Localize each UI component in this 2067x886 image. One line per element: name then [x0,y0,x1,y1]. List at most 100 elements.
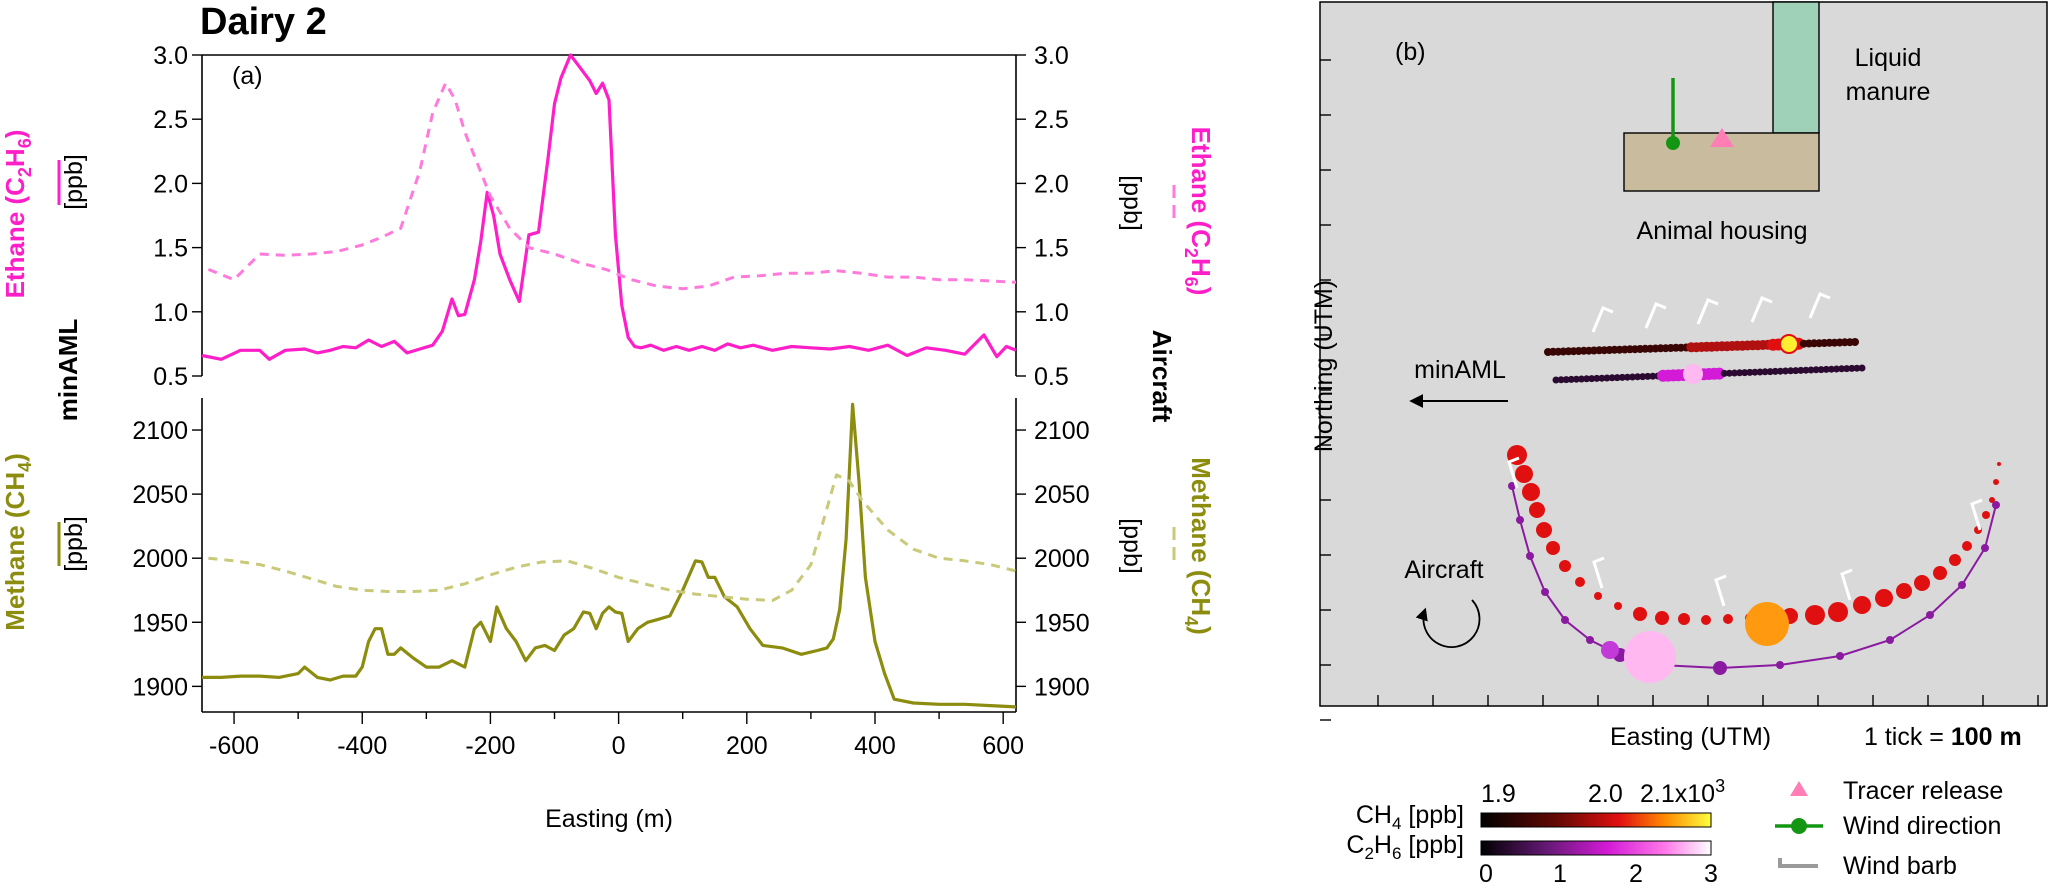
x-tick-label: 200 [726,732,768,760]
ethane-series-group [201,53,1017,361]
methane-series-group [202,402,1017,709]
scale-value: 100 m [1951,723,2022,751]
minaml-c2h6-point [1649,372,1657,380]
x-tick-label: 400 [854,732,896,760]
legend-tracer-label: Tracer release [1843,777,2003,805]
wind-barb [1592,556,1605,589]
y-tick-label-right: 2.0 [1034,170,1069,198]
methane-right-unit: [ppb] [1118,518,1146,574]
svg-text:Ethane (C2H6): Ethane (C2H6) [1181,127,1216,296]
minaml-c2h6-point [1623,373,1631,381]
animal-housing-label: Animal housing [1637,217,1808,245]
aircraft-ch4-peak [1745,602,1789,646]
wind-barb [1750,296,1773,323]
y-tick-label-left: 0.5 [153,363,188,391]
wind-barb [1714,574,1727,607]
wind-barb-icon [1778,858,1818,868]
minaml-c2h6-point [1588,375,1596,383]
map-track-group [1507,292,2001,683]
aircraft-c2h6-track [1511,485,1997,670]
y-tick-label-right: 1950 [1034,609,1090,637]
ethane-label-part: Ethane (C [0,177,30,299]
c2h6-colorbar-label: C2H6 [ppb] [1346,831,1464,863]
y-tick-label-right: 2000 [1034,545,1090,573]
minaml-c2h6-point [1807,366,1815,374]
minaml-c2h6-point [1827,365,1835,373]
minaml-c2h6-point [1792,367,1800,375]
aircraft-ch4-point [1529,502,1545,518]
minaml-c2h6-point [1776,367,1784,375]
c2h6-tick-0: 0 [1479,860,1493,886]
wind-direction-icon [1666,136,1680,150]
c2h6-label-sub2: 6 [1392,844,1401,863]
minaml-c2h6-point [1736,369,1744,377]
methane-left-label: Methane (CH4) [0,453,35,631]
minaml-c2h6-point [1843,365,1851,373]
minaml-c2h6-point [1731,369,1738,377]
ch4-tick-20: 2.0 [1588,780,1623,808]
y-tick-label-right: 1900 [1034,673,1090,701]
c2h6-tick-1: 1 [1553,860,1567,886]
minaml-c2h6-point [1741,369,1749,377]
minaml-c2h6-point [1634,373,1642,381]
minaml-c2h6-point [1838,365,1846,373]
methane-left-unit-text: [ppb] [60,516,88,572]
aircraft-c2h6-point [1526,552,1534,560]
ch4-exponent: 3 [1715,776,1725,796]
aircraft-ch4-point [1614,602,1622,610]
aircraft-ch4-point [1536,522,1552,538]
wind-barb [1696,298,1719,325]
minaml-c2h6-point [1848,364,1856,372]
methane-paren: ) [0,453,30,462]
manure-label-2: manure [1846,78,1931,106]
aircraft-ch4-point [1997,462,2001,466]
y-tick-label-left: 1900 [132,673,188,701]
methane-sub-4: 4 [15,462,35,472]
wind-barb [1970,498,1983,531]
figure-title: Dairy 2 [200,1,327,43]
minaml-c2h6-point [1766,368,1774,376]
c2h6-tick-3: 3 [1704,860,1718,886]
methane-r-paren: ) [1186,626,1216,635]
minaml-c2h6-point [1817,366,1825,374]
ch4-tick-21-text: 2.1x10 [1640,780,1715,808]
ethane-r-part: Ethane (C [1186,127,1216,249]
y-tick-label-right: 2050 [1034,481,1090,509]
svg-text:Methane (CH4): Methane (CH4) [0,453,35,631]
minaml-c2h6-point [1787,367,1795,375]
ethane-left-unit: [ppb] [60,154,88,210]
aircraft-c2h6-peak [1624,631,1676,683]
y-tick-label-left: 2000 [132,545,188,573]
wind-barb [1808,292,1831,319]
aircraft-c2h6-point [1541,588,1549,596]
minaml-c2h6-point [1552,376,1560,384]
methane-right-unit-text: [ppb] [1118,518,1146,574]
aircraft-c2h6-point [1776,661,1784,669]
aircraft-ch4-point [1875,589,1893,607]
x-tick-label: -200 [465,732,515,760]
aircraft-ch4-point [1853,596,1871,614]
y-tick-label-left: 2.0 [153,170,188,198]
aircraft-c2h6-point [1586,636,1594,644]
minaml-c2h6-point [1603,374,1611,382]
c2h6-label-c: C [1346,831,1364,859]
minaml-map-label: minAML [1414,356,1506,384]
ethane-r-sub-6: 6 [1181,277,1201,287]
aircraft-ch4-point [1559,560,1571,572]
ch4-label-ch: CH [1356,801,1392,829]
methane-right-label: Methane (CH4) [1181,457,1216,635]
aircraft-c2h6-point [1958,581,1966,589]
minaml-c2h6-point [1644,372,1652,380]
methane-label-part: Methane (CH [0,472,30,631]
minaml-c2h6-point [1756,368,1764,376]
minaml-c2h6-point [1713,367,1726,380]
aircraft-ch4-point [1723,614,1733,624]
c2h6-colorbar [1480,840,1712,856]
legend-wind-direction-label: Wind direction [1843,812,2001,840]
aircraft-series-line [207,81,1017,291]
ethane-paren: ) [0,130,30,139]
minaml-c2h6-point [1567,375,1575,383]
y-tick-label-right: 1.5 [1034,235,1069,263]
